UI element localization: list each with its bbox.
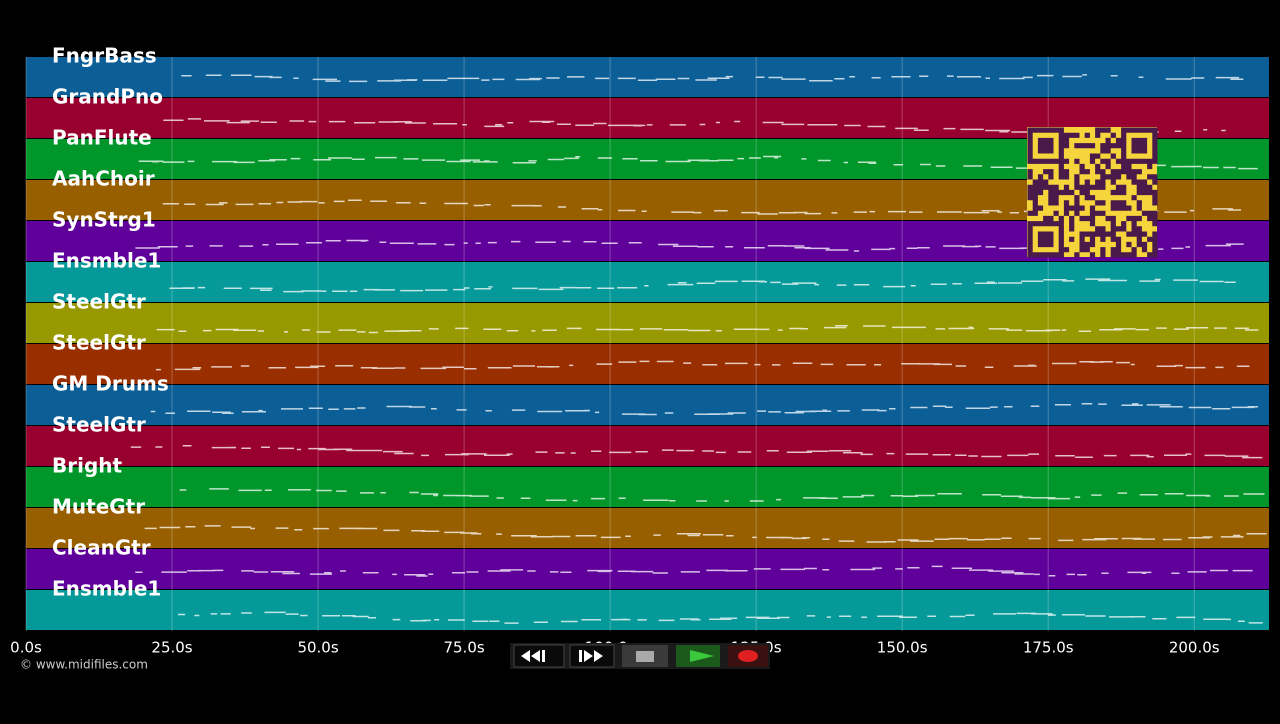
track-label: Bright (52, 454, 123, 478)
x-tick-label: 150.0s (877, 639, 928, 657)
x-tick-label: 200.0s (1169, 639, 1220, 657)
track-band (26, 385, 1269, 425)
note-trace (150, 402, 1259, 416)
track-band (26, 426, 1269, 466)
track-label: CleanGtr (52, 536, 151, 560)
track-band (26, 344, 1269, 384)
x-tick-label: 25.0s (151, 639, 192, 657)
fast-forward-button[interactable] (569, 644, 615, 668)
qr-code (1027, 127, 1158, 258)
track-band (26, 303, 1269, 343)
x-tick-label: 0.0s (10, 639, 42, 657)
note-trace (144, 525, 1267, 543)
track-band (26, 57, 1269, 97)
track-label: Ensmble1 (52, 577, 161, 601)
note-trace (130, 444, 1263, 459)
credit: © www.midifiles.com (20, 658, 148, 672)
note-trace (178, 611, 1263, 624)
note-trace (169, 278, 1236, 293)
qr-modules (1027, 127, 1158, 258)
track-band (26, 549, 1269, 589)
track-labels: FngrBass GrandPno PanFlute AahChoir SynStrg1… (52, 44, 169, 601)
track-label: AahChoir (52, 167, 155, 191)
stop-button[interactable] (622, 645, 668, 667)
track-label: MuteGtr (52, 495, 145, 519)
x-tick-label: 50.0s (297, 639, 338, 657)
track-label: SteelGtr (52, 413, 146, 437)
track-label: PanFlute (52, 126, 152, 150)
note-trace (156, 325, 1259, 334)
note-trace (179, 488, 1265, 502)
track-area (25, 57, 1269, 631)
track-label: SteelGtr (52, 290, 146, 314)
track-band (26, 508, 1269, 548)
track-label: GM Drums (52, 372, 169, 396)
track-label: GrandPno (52, 85, 163, 109)
note-trace (135, 565, 1253, 577)
track-band (26, 467, 1269, 507)
track-label: FngrBass (52, 44, 157, 68)
track-label: Ensmble1 (52, 249, 161, 273)
record-button[interactable] (728, 645, 768, 667)
track-label: SteelGtr (52, 331, 146, 355)
track-band (26, 590, 1269, 630)
play-button[interactable] (676, 645, 720, 667)
track-band (26, 262, 1269, 302)
rewind-button[interactable] (513, 644, 565, 668)
x-tick-label: 75.0s (443, 639, 484, 657)
transport-controls (510, 643, 770, 669)
track-label: SynStrg1 (52, 208, 156, 232)
x-tick-label: 175.0s (1023, 639, 1074, 657)
note-trace (181, 74, 1244, 83)
note-trace (155, 360, 1250, 371)
